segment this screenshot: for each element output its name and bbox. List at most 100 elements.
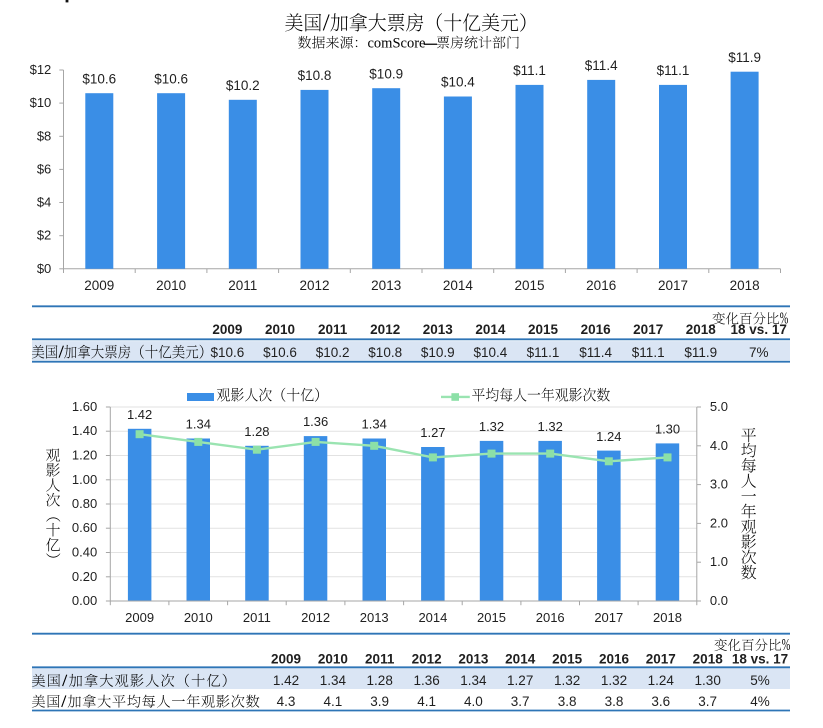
svg-text:3.8: 3.8 [558,694,577,709]
svg-text:1.34: 1.34 [460,673,487,688]
svg-text:1.0: 1.0 [710,554,728,569]
svg-text:2010: 2010 [184,610,213,625]
svg-text:2017: 2017 [633,322,663,337]
svg-text:2012: 2012 [301,610,330,625]
svg-text:2015: 2015 [514,278,544,293]
svg-text:1.42: 1.42 [127,407,152,422]
svg-text:2009: 2009 [125,610,154,625]
svg-text:$2: $2 [37,228,51,243]
svg-text:$10.4: $10.4 [474,345,508,360]
svg-text:$11.4: $11.4 [579,345,612,360]
svg-text:$11.1: $11.1 [513,63,546,78]
svg-text:$12: $12 [30,62,52,77]
svg-text:$10.2: $10.2 [316,345,350,360]
svg-text:2011: 2011 [243,610,271,625]
svg-text:$11.4: $11.4 [585,58,618,73]
svg-text:1.32: 1.32 [538,419,563,434]
svg-text:3.7: 3.7 [511,694,530,709]
svg-text:18 vs. 17: 18 vs. 17 [731,322,787,337]
svg-text:1.30: 1.30 [655,422,680,437]
svg-text:2009: 2009 [212,322,242,337]
svg-text:1.36: 1.36 [413,673,439,688]
svg-text:$10.2: $10.2 [226,78,260,93]
svg-text:$10.8: $10.8 [368,345,402,360]
svg-text:$11.9: $11.9 [728,50,761,65]
svg-text:$0: $0 [37,261,51,276]
svg-text:5.0: 5.0 [710,399,728,414]
svg-text:2016: 2016 [599,652,630,667]
svg-text:1.34: 1.34 [362,417,387,432]
svg-text:$11.9: $11.9 [684,345,717,360]
svg-text:3.7: 3.7 [698,694,717,709]
svg-text:4.0: 4.0 [710,438,728,453]
svg-text:4.0: 4.0 [464,694,483,709]
svg-text:1.27: 1.27 [420,425,445,440]
svg-text:2016: 2016 [586,278,616,293]
svg-text:0.40: 0.40 [72,545,97,560]
svg-text:2012: 2012 [299,278,329,293]
svg-text:1.20: 1.20 [72,448,97,463]
svg-text:2014: 2014 [443,278,474,293]
svg-text:$10.8: $10.8 [298,68,332,83]
svg-text:$10.6: $10.6 [82,71,116,86]
svg-text:2013: 2013 [371,278,401,293]
svg-text:2017: 2017 [646,652,676,667]
svg-text:2015: 2015 [477,610,506,625]
svg-text:1.28: 1.28 [244,424,269,439]
svg-text:2017: 2017 [658,278,688,293]
svg-text:3.9: 3.9 [370,694,389,709]
svg-text:2017: 2017 [594,610,623,625]
svg-text:$8: $8 [37,128,51,143]
svg-text:1.24: 1.24 [648,673,675,688]
svg-text:$11.1: $11.1 [657,63,690,78]
svg-text:0.60: 0.60 [72,520,97,535]
svg-text:2016: 2016 [581,322,612,337]
svg-text:1.40: 1.40 [72,423,97,438]
svg-text:2010: 2010 [156,278,186,293]
svg-text:2010: 2010 [265,322,295,337]
svg-text:$11.1: $11.1 [527,345,560,360]
svg-text:2011: 2011 [318,322,348,337]
svg-text:2013: 2013 [360,610,389,625]
svg-text:%: % [782,636,791,654]
svg-text:$10.6: $10.6 [263,345,297,360]
svg-text:2012: 2012 [412,652,442,667]
svg-text:0.80: 0.80 [72,496,97,511]
svg-text:$10.6: $10.6 [211,345,245,360]
svg-text:comScore: comScore [368,36,426,52]
svg-text:3.0: 3.0 [710,477,728,492]
svg-text:$10.9: $10.9 [369,66,403,81]
svg-text:1.42: 1.42 [273,673,299,688]
svg-text:2012: 2012 [370,322,400,337]
svg-text:2018: 2018 [730,278,760,293]
svg-text:7%: 7% [749,345,769,360]
svg-text:1.32: 1.32 [554,673,580,688]
svg-text:$6: $6 [37,161,51,176]
svg-text:0.0: 0.0 [710,593,728,608]
svg-text:$11.1: $11.1 [632,345,665,360]
svg-text:2018: 2018 [686,322,717,337]
svg-text:0.00: 0.00 [72,593,97,608]
svg-text:1.00: 1.00 [72,472,97,487]
svg-text:4%: 4% [750,694,770,709]
svg-text:4.1: 4.1 [417,694,436,709]
svg-text:2015: 2015 [552,652,583,667]
svg-text:1.34: 1.34 [186,417,211,432]
svg-text:2013: 2013 [458,652,489,667]
svg-text:1.34: 1.34 [320,673,347,688]
svg-text:$10.6: $10.6 [154,71,188,86]
svg-text:1.27: 1.27 [507,673,533,688]
svg-text:4.3: 4.3 [277,694,296,709]
svg-text:4.1: 4.1 [324,694,343,709]
svg-text:2013: 2013 [423,322,454,337]
svg-text:$4: $4 [37,195,51,210]
svg-text:2014: 2014 [505,652,536,667]
svg-text:2018: 2018 [693,652,724,667]
svg-text:1.36: 1.36 [303,414,328,429]
svg-text:2014: 2014 [418,610,447,625]
svg-text:2015: 2015 [528,322,559,337]
svg-text:1.32: 1.32 [479,419,504,434]
svg-text:2009: 2009 [271,652,301,667]
svg-text:18 vs. 17: 18 vs. 17 [732,652,788,667]
svg-text:1.24: 1.24 [596,429,621,444]
